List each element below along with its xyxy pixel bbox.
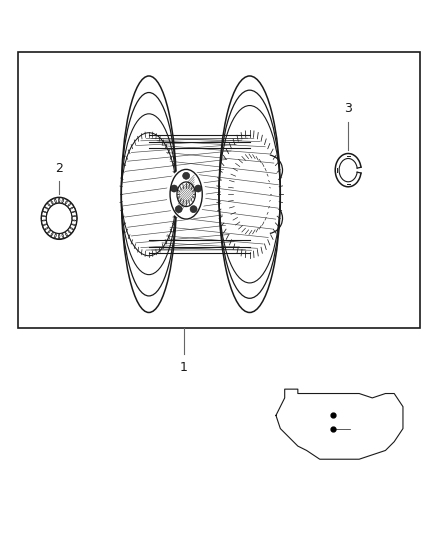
Ellipse shape [166,168,206,220]
Text: 2: 2 [55,161,63,174]
Circle shape [175,206,182,213]
Bar [18,52,420,328]
Text: 1: 1 [180,361,188,374]
Circle shape [190,206,197,213]
Text: 3: 3 [344,102,352,115]
Circle shape [194,185,201,192]
Circle shape [171,185,178,192]
Circle shape [183,172,190,179]
Ellipse shape [177,182,195,206]
